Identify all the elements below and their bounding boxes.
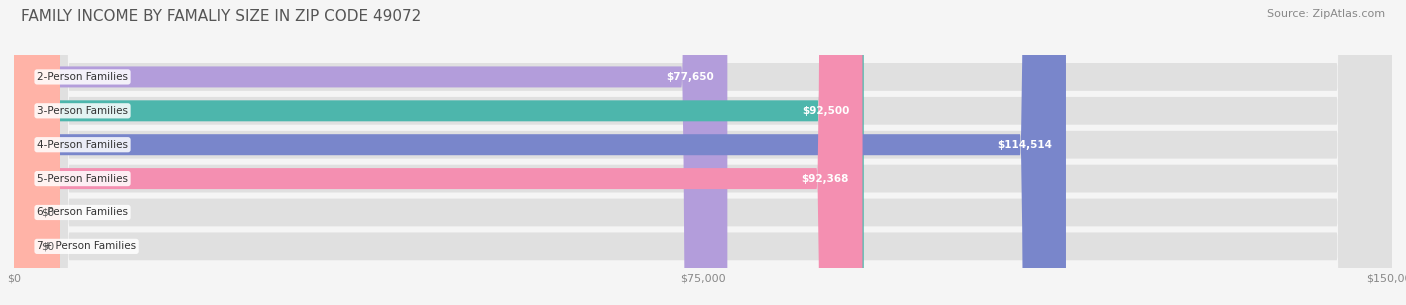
FancyBboxPatch shape [14, 0, 1392, 305]
Text: 2-Person Families: 2-Person Families [37, 72, 128, 82]
FancyBboxPatch shape [14, 0, 1392, 305]
Text: 6-Person Families: 6-Person Families [37, 207, 128, 217]
Text: FAMILY INCOME BY FAMALIY SIZE IN ZIP CODE 49072: FAMILY INCOME BY FAMALIY SIZE IN ZIP COD… [21, 9, 422, 24]
FancyBboxPatch shape [14, 0, 60, 305]
Text: $92,368: $92,368 [801, 174, 849, 184]
Text: $77,650: $77,650 [666, 72, 714, 82]
FancyBboxPatch shape [14, 0, 1392, 305]
FancyBboxPatch shape [14, 0, 862, 305]
Text: $0: $0 [42, 207, 55, 217]
FancyBboxPatch shape [14, 0, 1066, 305]
FancyBboxPatch shape [14, 0, 1392, 305]
FancyBboxPatch shape [14, 0, 1392, 305]
Text: $114,514: $114,514 [997, 140, 1052, 150]
FancyBboxPatch shape [14, 0, 727, 305]
Text: Source: ZipAtlas.com: Source: ZipAtlas.com [1267, 9, 1385, 19]
Text: 3-Person Families: 3-Person Families [37, 106, 128, 116]
Text: 7+ Person Families: 7+ Person Families [37, 241, 136, 251]
Text: $92,500: $92,500 [803, 106, 851, 116]
Text: 4-Person Families: 4-Person Families [37, 140, 128, 150]
Text: 5-Person Families: 5-Person Families [37, 174, 128, 184]
FancyBboxPatch shape [14, 0, 1392, 305]
Text: $0: $0 [42, 241, 55, 251]
FancyBboxPatch shape [14, 0, 60, 305]
FancyBboxPatch shape [14, 0, 863, 305]
